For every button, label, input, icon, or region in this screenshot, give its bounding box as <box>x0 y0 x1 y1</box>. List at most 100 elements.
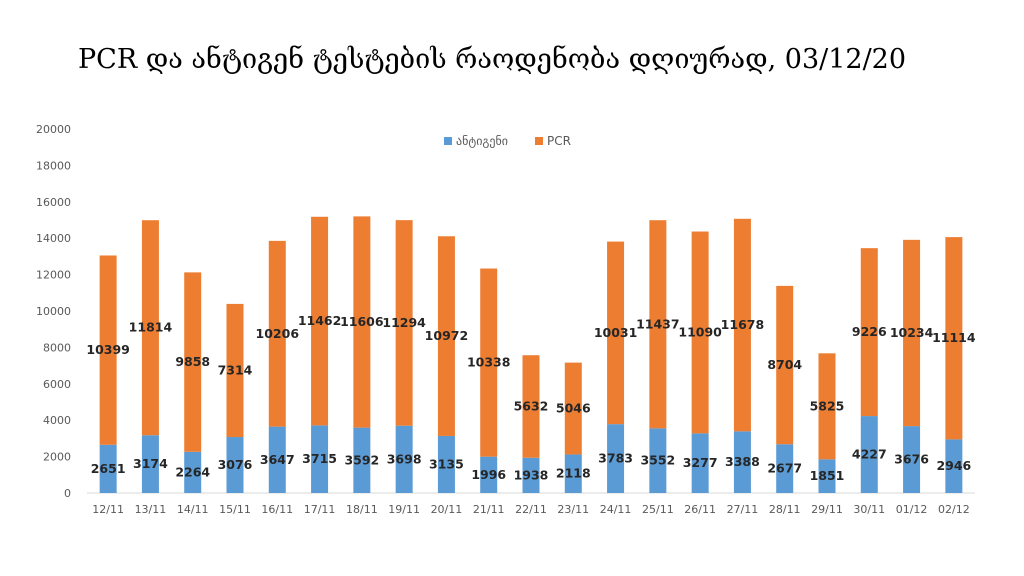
data-label-antigen: 3174 <box>133 456 168 471</box>
legend-swatch <box>444 137 452 145</box>
data-label-antigen: 2264 <box>175 464 210 479</box>
data-label-pcr: 10206 <box>256 326 300 341</box>
bar-pcr <box>437 236 455 436</box>
y-tick-label: 16000 <box>36 196 71 209</box>
data-label-antigen: 2946 <box>936 458 971 473</box>
data-label-pcr: 11814 <box>129 320 173 335</box>
bar-antigen <box>903 426 921 493</box>
data-label-antigen: 4227 <box>852 447 887 462</box>
x-tick-label: 24/11 <box>600 503 632 516</box>
bar-antigen <box>353 427 371 493</box>
legend: ანტიგენი PCR <box>444 134 571 148</box>
data-label-pcr: 5632 <box>514 398 549 413</box>
y-tick-label: 4000 <box>43 414 71 427</box>
data-label-antigen: 3715 <box>302 451 337 466</box>
data-label-pcr: 10338 <box>467 355 511 370</box>
x-tick-label: 20/11 <box>431 503 463 516</box>
bar-antigen <box>184 451 202 493</box>
x-tick-label: 19/11 <box>388 503 420 516</box>
bar-pcr <box>649 220 667 429</box>
data-label-pcr: 11606 <box>340 314 384 329</box>
y-axis: 0 2000 4000 6000 8000 10000 12000 14000 16000 180… <box>36 123 71 500</box>
x-tick-label: 16/11 <box>261 503 293 516</box>
x-tick-label: 13/11 <box>135 503 167 516</box>
data-label-pcr: 10399 <box>86 342 130 357</box>
data-label-pcr: 5825 <box>810 398 845 413</box>
bar-pcr <box>226 303 244 438</box>
data-label-antigen: 3277 <box>683 455 718 470</box>
x-tick-label: 01/12 <box>896 503 928 516</box>
x-tick-label: 02/12 <box>938 503 970 516</box>
x-tick-label: 22/11 <box>515 503 547 516</box>
bar-antigen <box>99 444 117 493</box>
data-label-pcr: 7314 <box>218 362 253 377</box>
bar-antigen <box>818 459 836 493</box>
bar-pcr <box>268 240 286 427</box>
bar-pcr <box>860 248 878 417</box>
bar-antigen <box>311 425 329 493</box>
y-tick-label: 18000 <box>36 159 71 172</box>
data-label-pcr: 10031 <box>594 325 638 340</box>
data-label-antigen: 3388 <box>725 454 760 469</box>
bar-antigen <box>776 444 794 493</box>
x-tick-label: 28/11 <box>769 503 801 516</box>
data-label-pcr: 11294 <box>382 315 426 330</box>
bar-pcr <box>607 241 625 425</box>
bar-pcr <box>184 272 202 452</box>
bar-antigen <box>437 435 455 493</box>
data-label-antigen: 2118 <box>556 466 591 481</box>
x-tick-label: 21/11 <box>473 503 505 516</box>
bar-pcr <box>818 353 836 460</box>
data-label-antigen: 1996 <box>471 467 506 482</box>
y-tick-label: 8000 <box>43 341 71 354</box>
x-tick-label: 12/11 <box>92 503 124 516</box>
x-tick-label: 15/11 <box>219 503 251 516</box>
data-label-pcr: 11114 <box>932 330 976 345</box>
data-label-pcr: 5046 <box>556 401 591 416</box>
bar-antigen <box>733 431 751 493</box>
bar-pcr <box>733 218 751 432</box>
data-label-antigen: 1938 <box>514 467 549 482</box>
x-tick-label: 23/11 <box>557 503 589 516</box>
data-label-pcr: 9226 <box>852 324 887 339</box>
bar-pcr <box>776 285 794 445</box>
y-tick-label: 20000 <box>36 123 71 136</box>
x-tick-label: 26/11 <box>684 503 716 516</box>
bar-pcr <box>311 216 329 426</box>
bar-pcr <box>480 268 498 457</box>
bar-antigen <box>268 426 286 493</box>
data-label-pcr: 11437 <box>636 316 680 331</box>
bar-antigen <box>226 437 244 493</box>
legend-label: PCR <box>547 134 571 148</box>
x-tick-label: 29/11 <box>811 503 843 516</box>
bar-antigen <box>945 439 963 493</box>
data-label-pcr: 8704 <box>767 357 802 372</box>
bar-pcr <box>522 355 540 458</box>
bars-group <box>99 216 963 493</box>
bar-pcr <box>945 237 963 440</box>
data-label-pcr: 11090 <box>678 324 722 339</box>
bar-pcr <box>564 362 582 455</box>
data-label-pcr: 10972 <box>425 328 469 343</box>
bar-antigen <box>522 457 540 493</box>
chart-title: PCR და ანტიგენ ტესტების რაოდენობა დღიურა… <box>78 44 907 75</box>
y-tick-label: 2000 <box>43 451 71 464</box>
bar-pcr <box>903 239 921 427</box>
y-tick-label: 6000 <box>43 378 71 391</box>
x-tick-label: 18/11 <box>346 503 378 516</box>
data-label-pcr: 10234 <box>890 325 934 340</box>
bar-antigen <box>141 435 159 493</box>
data-label-antigen: 2651 <box>91 461 126 476</box>
data-label-antigen: 3135 <box>429 456 464 471</box>
bar-antigen <box>564 454 582 493</box>
bar-antigen <box>607 424 625 493</box>
x-tick-label: 27/11 <box>727 503 759 516</box>
legend-label: ანტიგენი <box>456 134 508 148</box>
bar-antigen <box>691 433 709 493</box>
bar-pcr <box>691 231 709 434</box>
x-tick-label: 25/11 <box>642 503 674 516</box>
data-label-antigen: 3592 <box>344 452 379 467</box>
bar-antigen <box>649 428 667 493</box>
x-tick-label: 30/11 <box>853 503 885 516</box>
